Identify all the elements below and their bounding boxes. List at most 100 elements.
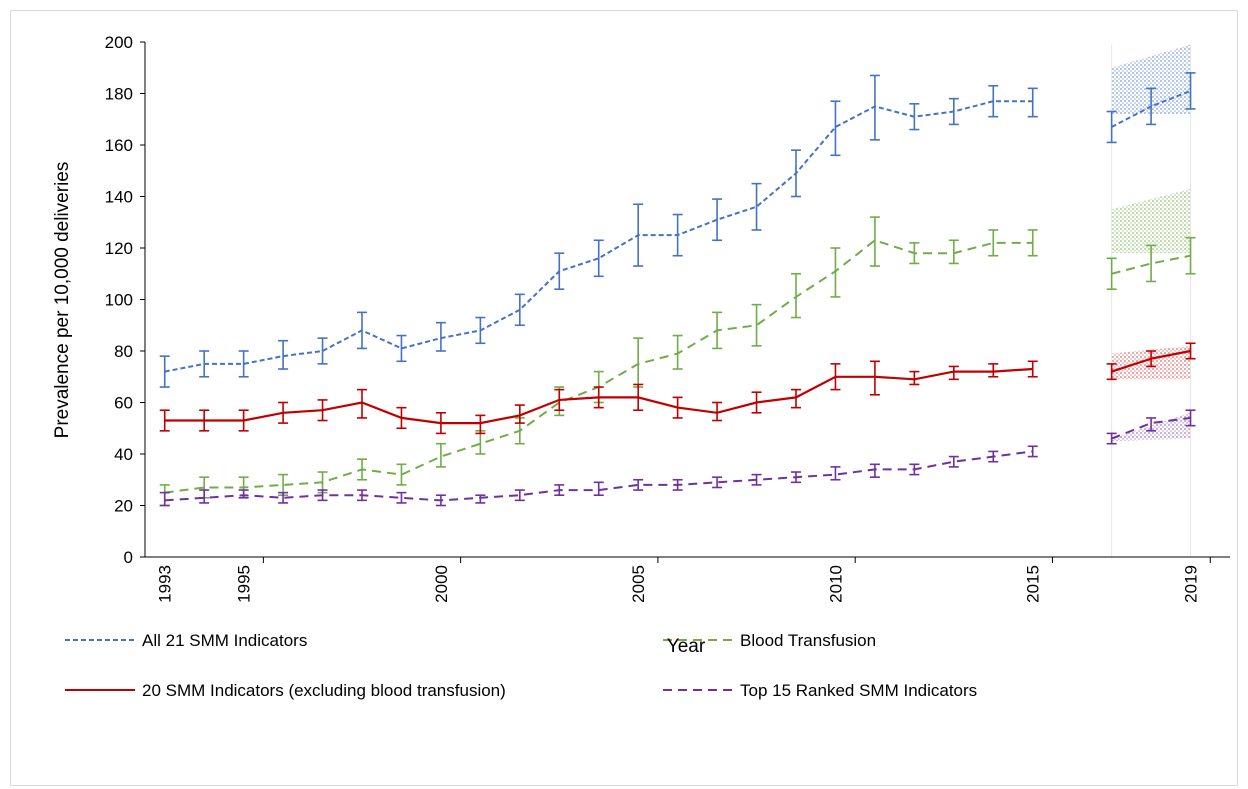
error-bar xyxy=(238,409,249,432)
error-bar xyxy=(1027,87,1038,118)
error-bar xyxy=(791,272,801,319)
error-bar xyxy=(712,311,723,350)
legend-item: All 21 SMM Indicators xyxy=(65,631,307,650)
error-bar xyxy=(672,334,683,370)
error-bar xyxy=(238,350,249,378)
forecast-band xyxy=(1111,44,1191,115)
error-bar xyxy=(988,450,999,463)
y-tick-label: 20 xyxy=(114,497,133,516)
error-bar xyxy=(238,489,249,499)
series-line xyxy=(1111,416,1191,440)
error-bar xyxy=(633,337,644,388)
error-bar xyxy=(791,388,801,409)
error-bar xyxy=(1027,360,1038,378)
error-bar xyxy=(791,471,801,484)
series-top-15-ranked-smm-indicators xyxy=(159,409,1196,507)
error-bar xyxy=(278,491,289,504)
error-bar xyxy=(712,198,723,242)
error-bar xyxy=(1106,110,1117,144)
error-bar xyxy=(1146,87,1157,126)
error-bar xyxy=(1185,342,1196,360)
error-bar xyxy=(159,491,170,507)
error-bar xyxy=(869,74,880,141)
error-bar xyxy=(199,350,210,378)
error-bar xyxy=(554,484,565,497)
error-bar xyxy=(830,100,841,157)
error-bar xyxy=(633,203,644,267)
error-bar xyxy=(1146,350,1157,368)
error-bar xyxy=(1106,432,1117,445)
series-line xyxy=(164,100,1033,373)
legend: All 21 SMM Indicators Blood Transfusion 20… xyxy=(65,631,977,700)
error-bar xyxy=(593,481,604,497)
x-tick-label: 2000 xyxy=(432,565,451,603)
error-bar xyxy=(554,388,565,412)
error-bar xyxy=(593,386,604,409)
x-tick-label: 2019 xyxy=(1182,565,1201,603)
legend-label: Top 15 Ranked SMM Indicators xyxy=(740,681,977,700)
error-bar xyxy=(712,476,723,489)
x-axis-label: Year xyxy=(667,636,706,657)
error-bar xyxy=(909,242,920,265)
error-bar xyxy=(909,370,920,386)
error-bar xyxy=(633,478,644,491)
x-tick-label: 2005 xyxy=(629,565,648,603)
error-bar xyxy=(751,473,762,486)
error-bar xyxy=(948,239,959,265)
error-bar xyxy=(1106,257,1117,291)
error-bar xyxy=(199,489,210,504)
series-line xyxy=(1111,254,1191,275)
error-bar xyxy=(278,401,289,424)
error-bar xyxy=(475,494,486,504)
error-bar xyxy=(159,409,170,432)
error-bar xyxy=(988,229,999,257)
legend-label: 20 SMM Indicators (excluding blood trans… xyxy=(142,681,506,700)
error-bar xyxy=(830,466,841,481)
x-tick-label: 2010 xyxy=(826,565,845,603)
error-bar xyxy=(791,149,801,198)
error-bar xyxy=(672,213,683,257)
legend-label: Blood Transfusion xyxy=(740,631,876,650)
y-tick-label: 180 xyxy=(105,85,133,104)
error-bar xyxy=(909,103,920,131)
series-blood-transfusion xyxy=(159,216,1196,507)
error-bar xyxy=(1146,417,1157,432)
y-tick-label: 120 xyxy=(105,239,133,258)
error-bar xyxy=(199,409,210,432)
error-bar xyxy=(1146,244,1157,283)
error-bar xyxy=(514,404,525,424)
error-bar xyxy=(1185,72,1196,110)
error-bar xyxy=(396,463,407,486)
forecast-band xyxy=(1111,188,1191,254)
error-bar xyxy=(751,182,762,231)
error-bar xyxy=(317,399,328,422)
error-bar xyxy=(475,430,486,455)
error-bar xyxy=(514,293,525,327)
y-axis-label: Prevalence per 10,000 deliveries xyxy=(52,162,73,439)
error-bar xyxy=(869,360,880,396)
series-all-21-smm-indicators xyxy=(159,72,1196,388)
error-bar xyxy=(948,455,959,468)
error-bar xyxy=(435,494,446,507)
error-bar xyxy=(357,388,367,419)
y-tick-label: 40 xyxy=(114,445,133,464)
legend-item: Blood Transfusion xyxy=(663,631,876,650)
error-bar xyxy=(751,303,762,347)
error-bar xyxy=(475,414,486,435)
error-bar xyxy=(357,489,367,502)
error-bar xyxy=(435,321,446,352)
y-tick-label: 60 xyxy=(114,394,133,413)
legend-item: Top 15 Ranked SMM Indicators xyxy=(663,681,977,700)
y-tick-label: 200 xyxy=(105,33,133,52)
x-tick-label: 1993 xyxy=(156,565,175,603)
y-tick-label: 80 xyxy=(114,342,133,361)
error-bar xyxy=(1027,445,1038,458)
legend-label: All 21 SMM Indicators xyxy=(142,631,307,650)
error-bar xyxy=(357,311,367,350)
error-bar xyxy=(948,365,959,381)
error-bar xyxy=(317,337,328,365)
error-bar xyxy=(633,383,644,412)
error-bar xyxy=(830,247,841,298)
error-bar xyxy=(909,463,920,476)
